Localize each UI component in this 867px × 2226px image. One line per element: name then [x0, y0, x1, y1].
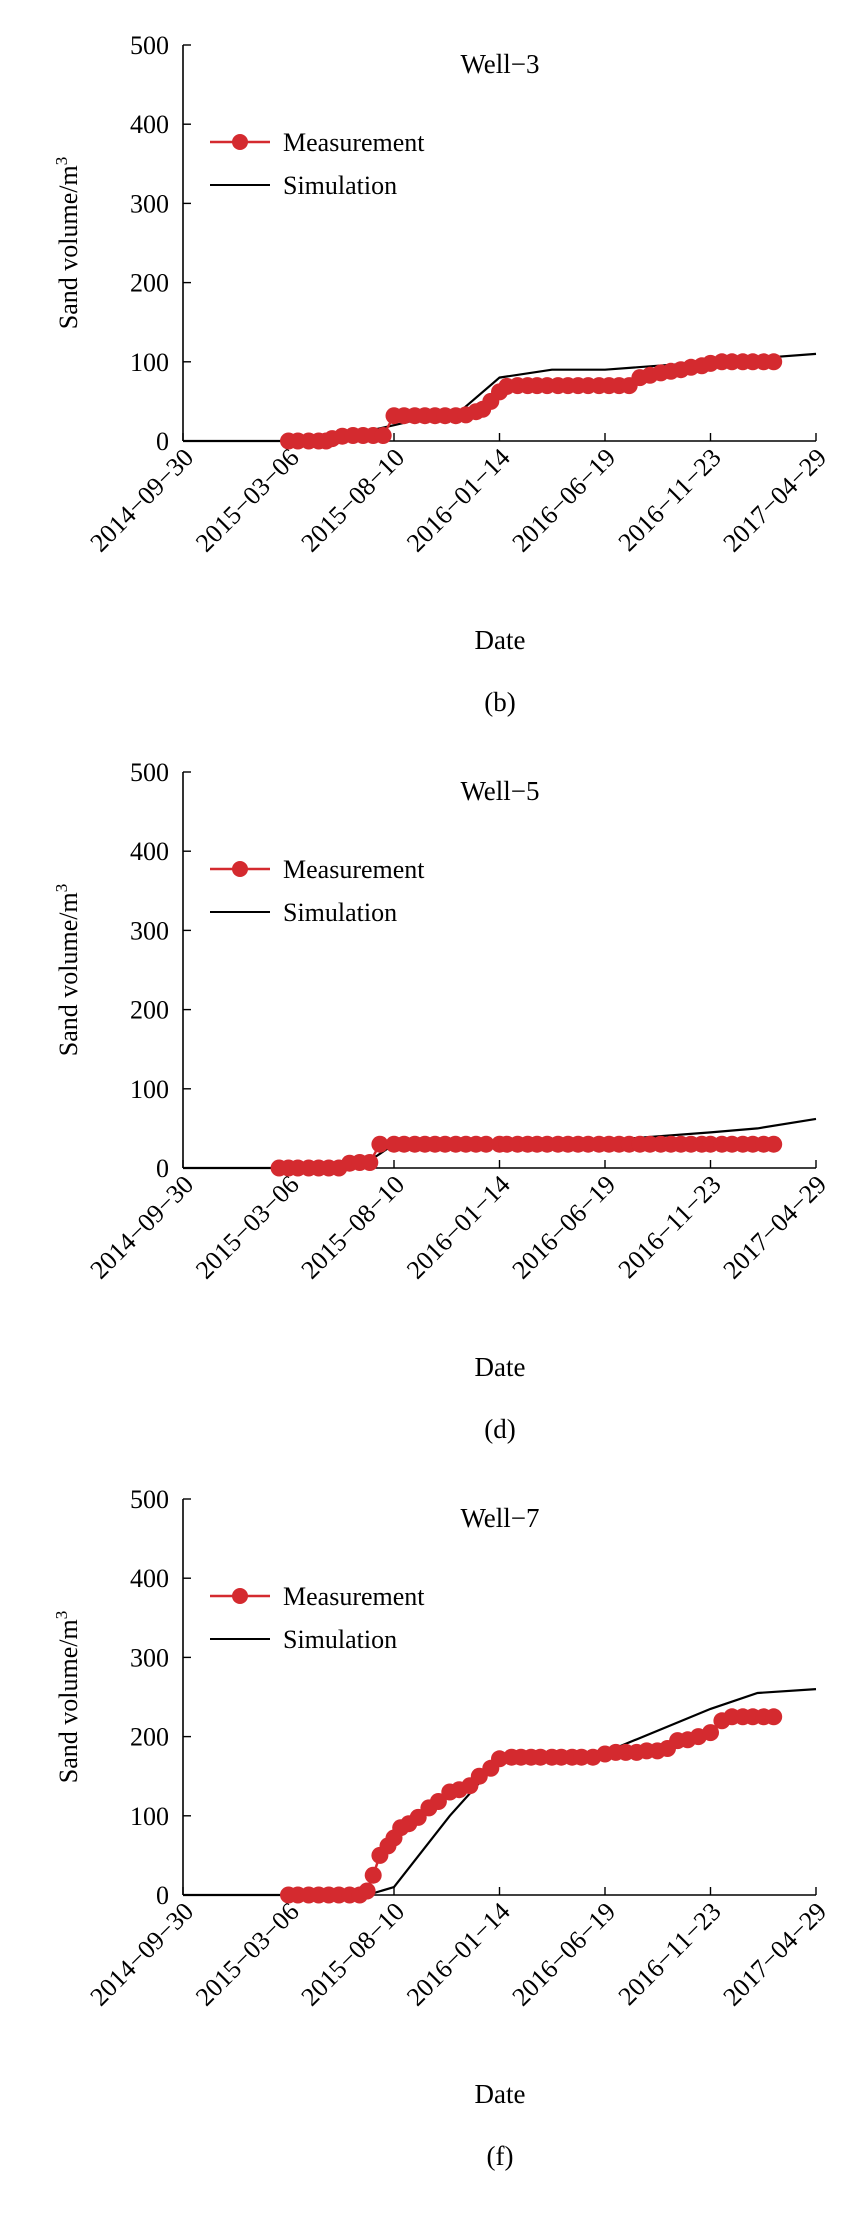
chart-title: Well−7 — [460, 1503, 539, 1533]
x-tick-label: 2015−08−10 — [295, 1170, 410, 1285]
x-tick-label: 2014−09−30 — [84, 1897, 199, 2012]
measurement-point — [477, 1135, 495, 1153]
y-tick-label: 200 — [130, 269, 169, 298]
y-tick-label: 500 — [130, 1485, 169, 1514]
measurement-point — [429, 1793, 447, 1810]
y-tick-label: 100 — [130, 348, 169, 377]
legend-simulation-label: Simulation — [283, 898, 397, 927]
x-tick-label: 2017−04−29 — [717, 1170, 832, 1285]
measurement-point — [765, 1135, 783, 1153]
y-axis-label: Sand volume/m3 — [52, 884, 83, 1056]
x-tick-label: 2016−11−23 — [613, 443, 727, 557]
y-tick-label: 300 — [130, 916, 169, 945]
legend-measurement-label: Measurement — [283, 128, 425, 157]
chart-panel-2: 0 100 200 300 400 500 2014−09−302015−03−062015… — [52, 758, 832, 1444]
legend-measurement-marker — [232, 861, 248, 877]
x-axis-label: Date — [475, 625, 526, 655]
x-tick-label: 2016−06−19 — [506, 443, 621, 558]
x-tick-label: 2016−11−23 — [613, 1170, 727, 1284]
y-tick-label: 100 — [130, 1075, 169, 1104]
legend-simulation-label: Simulation — [283, 171, 397, 200]
x-tick-label: 2016−01−14 — [401, 1897, 516, 2012]
y-tick-label: 500 — [130, 31, 169, 60]
y-tick-label: 0 — [156, 1154, 169, 1183]
y-tick-label: 400 — [130, 837, 169, 866]
y-tick-label: 400 — [130, 110, 169, 139]
measurement-point — [765, 353, 783, 371]
x-tick-label: 2015−03−06 — [190, 443, 305, 558]
measurement-point — [358, 1882, 376, 1900]
x-tick-label: 2014−09−30 — [84, 1170, 199, 1285]
x-tick-label: 2016−11−23 — [613, 1897, 727, 2011]
y-tick-label: 200 — [130, 996, 169, 1025]
y-tick-label: 0 — [156, 427, 169, 456]
panel-label: (b) — [484, 687, 515, 717]
x-axis-label: Date — [475, 2079, 526, 2109]
x-tick-label: 2017−04−29 — [717, 443, 832, 558]
chart-panel-3: 0 100 200 300 400 500 2014−09−302015−03−062015… — [52, 1485, 832, 2171]
measurement-point — [702, 1724, 719, 1742]
y-tick-label: 100 — [130, 1802, 169, 1831]
measurement-point — [765, 1708, 783, 1726]
chart-title: Well−3 — [460, 49, 539, 79]
panel-label: (f) — [487, 2141, 514, 2171]
y-axis-label-superscript: 3 — [52, 884, 71, 893]
x-tick-label: 2016−06−19 — [506, 1170, 621, 1285]
x-tick-label: 2015−03−06 — [190, 1897, 305, 2012]
x-tick-label: 2016−06−19 — [506, 1897, 621, 2012]
panel-label: (d) — [484, 1414, 515, 1444]
measurement-point — [364, 1866, 382, 1884]
y-tick-label: 300 — [130, 1643, 169, 1672]
legend-measurement-label: Measurement — [283, 1582, 425, 1611]
y-axis-label: Sand volume/m3 — [52, 157, 83, 329]
measurement-point — [371, 1135, 389, 1153]
x-tick-label: 2016−01−14 — [401, 443, 516, 558]
x-tick-label: 2017−04−29 — [717, 1897, 832, 2012]
x-axis-label: Date — [475, 1352, 526, 1382]
x-tick-label: 2015−03−06 — [190, 1170, 305, 1285]
legend-simulation-label: Simulation — [283, 1625, 397, 1654]
x-tick-label: 2015−08−10 — [295, 1897, 410, 2012]
legend-measurement-marker — [232, 134, 248, 150]
y-tick-label: 500 — [130, 758, 169, 787]
y-tick-label: 300 — [130, 189, 169, 218]
x-tick-label: 2016−01−14 — [401, 1170, 516, 1285]
y-axis-label-superscript: 3 — [52, 157, 71, 166]
chart-panel-1: 0 100 200 300 400 500 2014−09−302015−03−062015… — [52, 31, 832, 717]
x-tick-label: 2015−08−10 — [295, 443, 410, 558]
x-tick-label: 2014−09−30 — [84, 443, 199, 558]
y-tick-label: 400 — [130, 1564, 169, 1593]
y-axis-label: Sand volume/m3 — [52, 1611, 83, 1783]
legend-measurement-label: Measurement — [283, 855, 425, 884]
y-axis-label-superscript: 3 — [52, 1611, 71, 1620]
legend-measurement-marker — [232, 1588, 248, 1604]
measurement-point — [374, 427, 392, 444]
measurement-point — [361, 1154, 379, 1171]
y-tick-label: 200 — [130, 1723, 169, 1752]
y-tick-label: 0 — [156, 1881, 169, 1910]
chart-title: Well−5 — [460, 776, 539, 806]
